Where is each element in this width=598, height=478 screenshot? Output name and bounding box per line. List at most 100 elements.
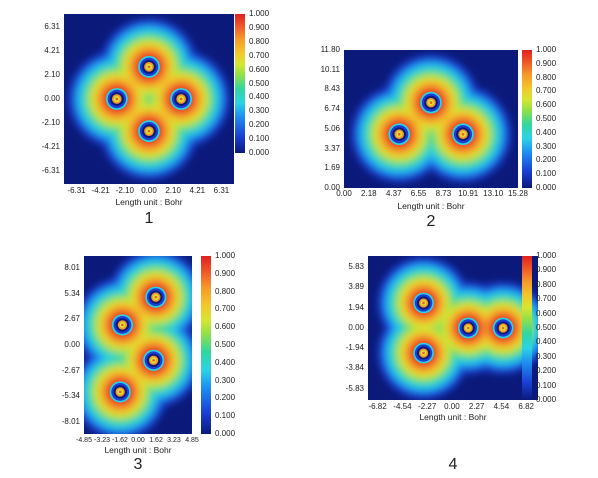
colorbar-tick-label: 0.400 bbox=[215, 357, 236, 367]
x-tick-label: -3.23 bbox=[94, 437, 111, 444]
colorbar-tick-label: 0.900 bbox=[536, 265, 557, 275]
heatmap-plot bbox=[64, 14, 234, 184]
colorbar-tick-label: 0.000 bbox=[536, 183, 557, 192]
y-tick-label: 0.00 bbox=[64, 340, 80, 349]
x-axis-label: Length unit : Bohr bbox=[397, 201, 465, 211]
atom-core bbox=[429, 101, 433, 104]
colorbar-tick-label: 0.700 bbox=[215, 304, 236, 314]
x-tick-label: -6.31 bbox=[67, 186, 86, 195]
colorbar-tick-label: 1.000 bbox=[215, 251, 236, 260]
x-tick-label: 0.00 bbox=[444, 402, 460, 411]
y-tick-label: 6.74 bbox=[324, 104, 340, 114]
colorbar-tick-label: 0.900 bbox=[536, 58, 557, 68]
colorbar-tick-label: 0.200 bbox=[215, 393, 236, 403]
colorbar-tick-label: 0.600 bbox=[249, 64, 270, 74]
colorbar-tick-label: 0.500 bbox=[249, 78, 270, 88]
x-tick-label: -4.54 bbox=[393, 402, 412, 411]
x-tick-label: -4.85 bbox=[76, 437, 92, 444]
atom-core bbox=[118, 390, 122, 394]
y-tick-label: 5.06 bbox=[324, 123, 340, 133]
x-axis-ticks: -6.31 -4.21 -2.10 0.00 2.10 4.21 6.31 bbox=[64, 187, 234, 197]
y-tick-label: 2.10 bbox=[44, 69, 60, 79]
y-tick-label: -1.94 bbox=[345, 343, 364, 353]
colorbar-tick-label: 0.100 bbox=[249, 134, 270, 144]
colorbar-tick-label: 0.300 bbox=[536, 351, 557, 361]
x-axis-label: Length unit : Bohr bbox=[115, 197, 183, 207]
y-tick-label: 0.00 bbox=[324, 183, 340, 192]
x-tick-label: 0.00 bbox=[131, 437, 145, 444]
atom-core bbox=[121, 323, 124, 327]
y-tick-label: -5.83 bbox=[345, 383, 364, 393]
colorbar-tick-label: 0.300 bbox=[215, 375, 236, 385]
panel-number: 3 bbox=[133, 456, 143, 473]
x-axis-ticks: 0.00 2.18 4.37 6.55 8.73 10.91 13.10 15.28 bbox=[336, 189, 528, 200]
y-axis-ticks: 11.80 10.11 8.43 6.74 5.06 3.37 1.69 0.00 bbox=[288, 46, 340, 192]
x-tick-label: 4.21 bbox=[189, 186, 206, 195]
colorbar-tick-label: 0.300 bbox=[536, 141, 557, 151]
colorbar-tick-label: 0.100 bbox=[536, 169, 557, 179]
y-tick-label: 2.67 bbox=[64, 314, 80, 324]
colorbar-tick-label: 0.400 bbox=[536, 337, 557, 347]
panel-number: 2 bbox=[426, 213, 436, 230]
y-tick-label: -2.67 bbox=[61, 365, 80, 375]
colorbar-tick-label: 1.000 bbox=[536, 251, 557, 260]
y-tick-label: 6.31 bbox=[44, 21, 60, 31]
heatmap-plot bbox=[344, 50, 518, 188]
y-tick-label: 11.80 bbox=[320, 45, 340, 54]
x-tick-label: -2.27 bbox=[418, 402, 437, 411]
colorbar-tick-label: 0.100 bbox=[215, 411, 236, 421]
colorbar-tick-label: 0.200 bbox=[536, 155, 557, 165]
colorbar-tick-label: 0.600 bbox=[536, 308, 557, 318]
x-axis-ticks: -6.82 -4.54 -2.27 0.00 2.27 4.54 6.82 bbox=[368, 403, 538, 413]
atom-core bbox=[422, 351, 425, 355]
x-tick-label: 3.23 bbox=[167, 437, 181, 444]
y-tick-label: 5.34 bbox=[64, 288, 80, 298]
colorbar bbox=[522, 256, 532, 400]
colorbar bbox=[522, 50, 532, 188]
x-tick-label: 4.37 bbox=[385, 189, 402, 198]
colorbar-tick-label: 0.700 bbox=[536, 294, 557, 304]
atom-core bbox=[154, 295, 158, 299]
panel-number: 1 bbox=[144, 210, 154, 227]
atom-core bbox=[466, 326, 470, 330]
x-tick-label: 4.85 bbox=[185, 437, 199, 444]
x-tick-label: -6.82 bbox=[368, 402, 387, 411]
colorbar-tick-label: 0.000 bbox=[249, 148, 270, 157]
y-tick-label: 10.11 bbox=[320, 64, 340, 74]
atom-core bbox=[501, 326, 505, 330]
x-tick-label: 4.54 bbox=[493, 402, 510, 411]
x-tick-label: 0.00 bbox=[336, 189, 352, 198]
colorbar bbox=[201, 256, 211, 434]
y-tick-label: 3.37 bbox=[324, 143, 340, 153]
y-axis-ticks: 8.01 5.34 2.67 0.00 -2.67 -5.34 -8.01 bbox=[28, 256, 80, 434]
x-axis-label: Length unit : Bohr bbox=[419, 412, 487, 422]
density-map bbox=[368, 256, 538, 400]
x-axis-label: Length unit : Bohr bbox=[104, 445, 172, 455]
colorbar-tick-label: 0.900 bbox=[249, 22, 270, 32]
x-tick-label: 2.18 bbox=[361, 189, 377, 198]
y-tick-label: 1.94 bbox=[348, 302, 364, 312]
x-tick-label: 13.10 bbox=[483, 189, 504, 198]
x-tick-label: 2.27 bbox=[468, 402, 485, 411]
atom-core bbox=[397, 132, 401, 136]
x-tick-label: 6.55 bbox=[410, 189, 427, 198]
colorbar-tick-label: 1.000 bbox=[249, 9, 270, 18]
colorbar-tick-label: 0.700 bbox=[536, 86, 557, 96]
colorbar-tick-label: 0.400 bbox=[536, 127, 557, 137]
density-map bbox=[344, 50, 518, 188]
y-tick-label: -6.31 bbox=[41, 166, 60, 176]
y-tick-label: 0.00 bbox=[348, 323, 364, 332]
x-tick-label: -1.62 bbox=[111, 437, 128, 444]
atom-core bbox=[115, 97, 119, 101]
atom-core bbox=[152, 358, 155, 362]
colorbar bbox=[235, 14, 245, 153]
x-tick-label: 1.62 bbox=[149, 437, 163, 444]
y-axis-ticks: 5.83 3.89 1.94 0.00 -1.94 -3.84 -5.83 bbox=[312, 256, 364, 400]
atom-core bbox=[147, 129, 151, 133]
x-tick-label: 8.73 bbox=[435, 189, 452, 198]
colorbar-tick-label: 0.000 bbox=[215, 429, 236, 438]
colorbar-tick-label: 0.900 bbox=[215, 268, 236, 278]
panel-number: 4 bbox=[448, 456, 458, 473]
x-axis-ticks: -4.85 -3.23 -1.62 0.00 1.62 3.23 4.85 bbox=[76, 437, 199, 447]
heatmap-plot bbox=[84, 256, 192, 434]
